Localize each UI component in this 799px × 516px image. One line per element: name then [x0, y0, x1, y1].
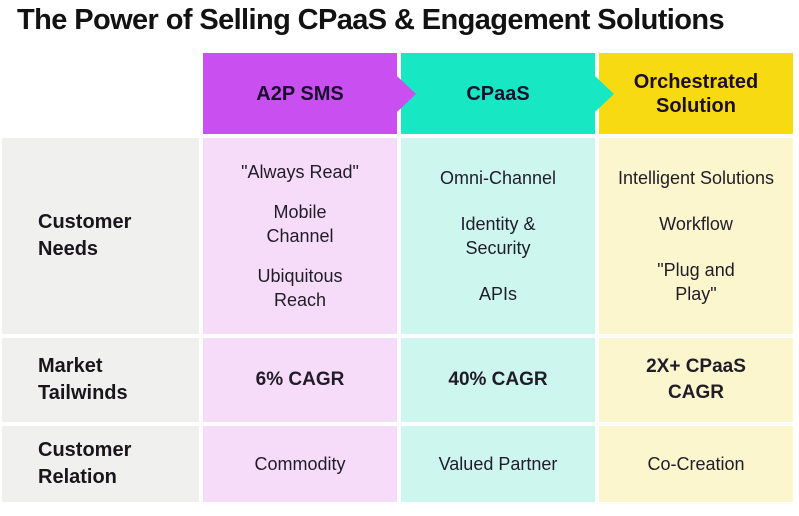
column-header-orchestrated-solution: Orchestrated Solution: [599, 53, 793, 134]
header-spacer: [2, 53, 199, 134]
row-label-market-tailwinds: Market Tailwinds: [2, 338, 199, 422]
cell-relation-orchestrated: Co-Creation: [599, 426, 793, 502]
page-title: The Power of Selling CPaaS & Engagement …: [17, 4, 725, 36]
needs-item: "Plug and Play": [657, 259, 735, 304]
comparison-table: A2P SMS CPaaS Orchestrated Solution Cust…: [2, 53, 793, 502]
cell-tailwind-orchestrated: 2X+ CPaaS CAGR: [599, 338, 793, 422]
needs-item: Workflow: [659, 213, 733, 234]
cell-relation-a2p: Commodity: [203, 426, 397, 502]
needs-item: Mobile Channel: [266, 201, 334, 246]
needs-item: APIs: [478, 284, 517, 304]
column-header-a2p-sms: A2P SMS: [203, 53, 397, 134]
cell-relation-cpaas: Valued Partner: [401, 426, 595, 502]
cell-needs-a2p: "Always Read" Mobile Channel Ubiquitous …: [203, 138, 397, 334]
needs-item: Omni-Channel: [439, 167, 557, 188]
cell-needs-cpaas: Omni-Channel Identity & Security APIs: [401, 138, 595, 334]
needs-item: Intelligent Solutions: [617, 167, 775, 188]
column-header-cpaas: CPaaS: [401, 53, 595, 134]
cell-tailwind-a2p: 6% CAGR: [203, 338, 397, 422]
cell-tailwind-cpaas: 40% CAGR: [401, 338, 595, 422]
needs-item: Ubiquitous Reach: [257, 265, 343, 311]
row-label-customer-needs: Customer Needs: [2, 138, 199, 334]
needs-item: "Always Read": [241, 161, 359, 182]
row-label-customer-relation: Customer Relation: [2, 426, 199, 502]
needs-item: Identity & Security: [460, 213, 536, 258]
cell-needs-orchestrated: Intelligent Solutions Workflow "Plug and…: [599, 138, 793, 334]
